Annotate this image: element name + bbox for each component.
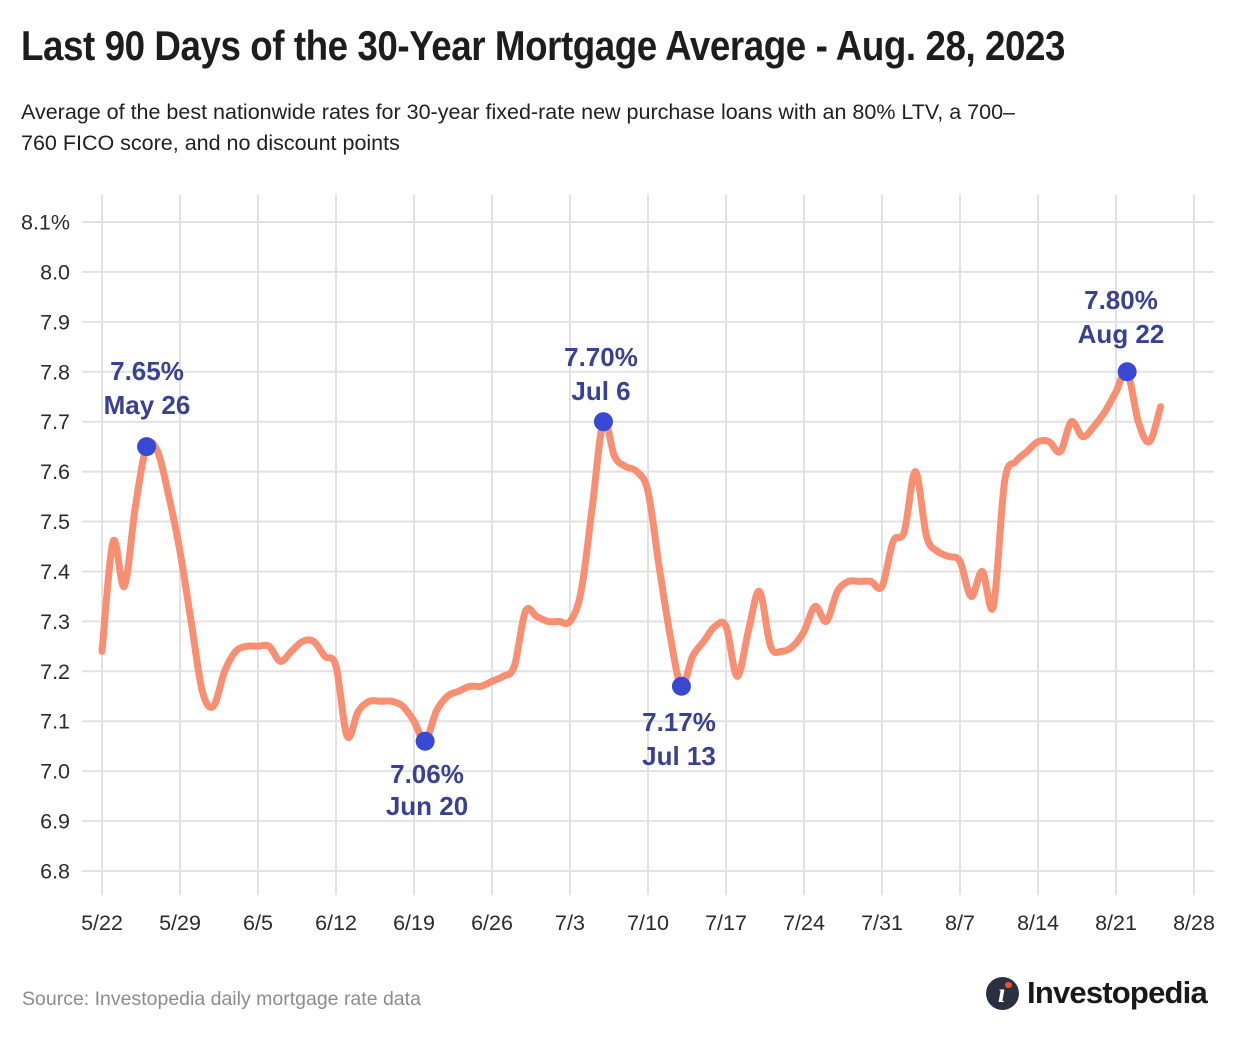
annotated-point-marker — [137, 437, 157, 457]
investopedia-logo-text: Investopedia — [1027, 975, 1208, 1010]
annotation-date-label: Aug 22 — [1078, 319, 1165, 349]
y-axis-tick-label: 7.0 — [40, 760, 70, 784]
y-axis-tick-label: 8.0 — [40, 260, 70, 284]
annotated-point-marker — [415, 731, 435, 751]
annotation-rate-label: 7.65% — [110, 356, 184, 386]
y-axis-tick-label: 8.1% — [21, 211, 70, 235]
chart-subtitle-line1: Average of the best nationwide rates for… — [21, 100, 1015, 124]
y-axis-tick-label: 7.9 — [40, 310, 70, 334]
x-axis-tick-label: 8/28 — [1173, 911, 1215, 935]
x-axis-tick-label: 7/17 — [705, 911, 747, 935]
y-axis-tick-label: 6.9 — [40, 810, 70, 834]
y-axis-tick-label: 7.5 — [40, 510, 70, 534]
y-axis-tick-label: 6.8 — [40, 860, 70, 884]
annotation-rate-label: 7.80% — [1084, 285, 1158, 315]
investopedia-logo: ı Investopedia — [986, 975, 1208, 1010]
annotation-date-label: Jul 6 — [571, 376, 630, 406]
y-axis-tick-label: 7.2 — [40, 660, 70, 684]
x-axis-tick-label: 6/5 — [243, 911, 273, 935]
source-note: Source: Investopedia daily mortgage rate… — [22, 988, 421, 1010]
y-axis-tick-label: 7.3 — [40, 610, 70, 634]
annotation-date-label: Jul 13 — [642, 741, 716, 771]
x-axis-tick-label: 6/12 — [315, 911, 357, 935]
logo-i-glyph: ı — [998, 977, 1006, 1008]
x-axis-tick-label: 8/21 — [1095, 911, 1137, 935]
rate-line-path — [98, 367, 1165, 745]
investopedia-logo-icon: ı — [986, 976, 1019, 1010]
annotation-date-label: May 26 — [104, 390, 191, 420]
x-axis-tick-label: 6/26 — [471, 911, 513, 935]
y-axis-tick-label: 7.1 — [40, 710, 70, 734]
x-axis-tick-label: 7/24 — [783, 911, 825, 935]
annotated-point-marker — [593, 412, 613, 432]
chart-subtitle-line2: 760 FICO score, and no discount points — [21, 131, 400, 155]
annotation-date-label: Jun 20 — [386, 791, 468, 821]
x-axis-tick-label: 5/22 — [81, 911, 123, 935]
annotation-rate-label: 7.70% — [564, 342, 638, 372]
annotated-point-marker — [671, 676, 691, 696]
x-axis-tick-label: 7/10 — [627, 911, 669, 935]
x-axis-tick-label: 7/3 — [555, 911, 585, 935]
x-axis-tick-label: 6/19 — [393, 911, 435, 935]
y-axis-tick-label: 7.8 — [40, 360, 70, 384]
x-axis-tick-label: 7/31 — [861, 911, 903, 935]
y-axis-tick-label: 7.6 — [40, 460, 70, 484]
y-axis-tick-label: 7.7 — [40, 410, 70, 434]
annotation-rate-label: 7.17% — [642, 707, 716, 737]
chart-subtitle: Average of the best nationwide rates for… — [21, 97, 1015, 159]
y-axis-tick-label: 7.4 — [40, 560, 70, 584]
x-axis-tick-label: 8/7 — [945, 911, 975, 935]
page-title: Last 90 Days of the 30-Year Mortgage Ave… — [21, 22, 1066, 69]
x-axis-tick-label: 8/14 — [1017, 911, 1059, 935]
logo-i-dot — [1005, 981, 1012, 988]
annotation-rate-label: 7.06% — [390, 759, 464, 789]
annotated-point-marker — [1117, 362, 1137, 382]
x-axis-tick-label: 5/29 — [159, 911, 201, 935]
